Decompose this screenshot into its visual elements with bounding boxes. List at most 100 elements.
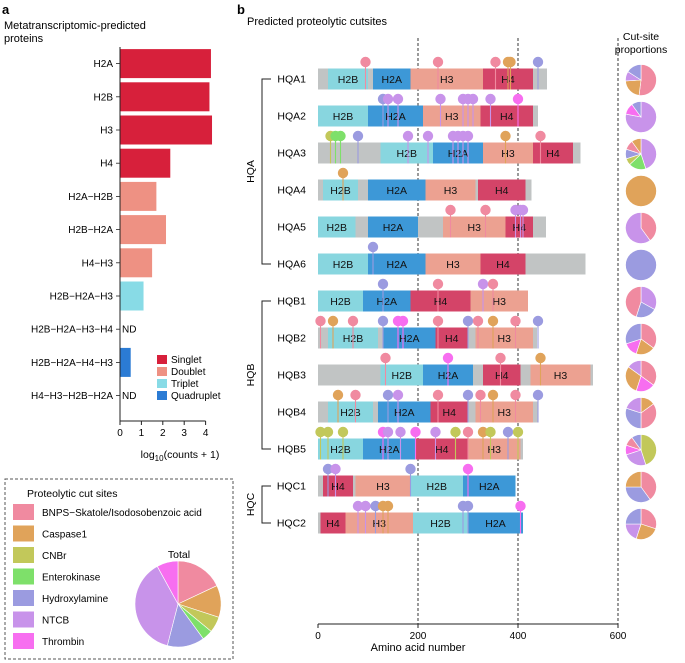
a-legend-swatch-0 <box>157 355 167 364</box>
b-cut-marker-HQB2-10 <box>510 315 521 327</box>
b-domain-HQA5-2 <box>443 216 506 238</box>
b-row-label-HQC2: HQC2 <box>277 518 306 530</box>
b-cut-marker-HQC1-1 <box>330 463 341 475</box>
b-cut-marker-HQB1-3 <box>487 278 499 290</box>
legend-label-0: BNPS−Skatole/Isodosobenzoic acid <box>42 508 202 519</box>
a-x-axis-title-subscript: 10 <box>155 454 164 463</box>
b-cut-marker-HQA1-2 <box>490 56 501 68</box>
b-cut-marker-HQB4-5 <box>462 389 474 401</box>
b-domain-HQB4-1 <box>378 401 431 423</box>
b-pie-HQA3-slice-0 <box>640 138 657 170</box>
b-row-label-HQB4: HQB4 <box>277 407 306 419</box>
panel-a-title-line1: Metatranscriptomic-predicted <box>4 20 146 32</box>
b-cut-marker-HQB5-1 <box>322 426 334 438</box>
b-cut-marker-HQC1-2 <box>405 463 416 475</box>
a-category-label-5: H2B−H2A <box>68 225 113 236</box>
legend-swatch-6 <box>13 633 34 649</box>
a-legend-label-0: Singlet <box>171 355 202 366</box>
b-domain-HQB3-3 <box>530 364 591 386</box>
b-row-label-HQB3: HQB3 <box>277 370 306 382</box>
b-domain-label-HQA2-2: H3 <box>445 111 459 123</box>
b-cut-marker-HQA3-10 <box>500 130 511 142</box>
b-domain-HQB5-1 <box>363 438 416 460</box>
b-domain-label-HQA2-0: H2B <box>333 111 353 123</box>
total-pie-title: Total <box>168 549 190 561</box>
b-domain-label-HQA3-2: H3 <box>501 148 515 160</box>
a-category-label-2: H3 <box>100 126 113 137</box>
b-domain-label-HQA1-0: H2B <box>338 74 358 86</box>
b-pie-HQB3-slice-0 <box>640 360 657 386</box>
b-group-label-HQB: HQB <box>245 364 257 387</box>
legend-swatch-0 <box>13 504 34 520</box>
b-domain-label-HQB5-2: H4 <box>435 444 449 456</box>
a-category-label-9: H2B−H2A−H4−H3 <box>31 358 113 369</box>
b-row-label-HQA1: HQA1 <box>277 74 306 86</box>
b-pie-HQA2-slice-2 <box>631 101 642 118</box>
b-domain-HQA2-0 <box>318 105 368 127</box>
b-domain-HQA5-0 <box>318 216 356 238</box>
b-domain-HQA5-3 <box>505 216 533 238</box>
b-cut-marker-HQB5-12 <box>502 426 514 438</box>
b-domain-label-HQB2-1: H2A <box>399 333 419 345</box>
b-pie-HQC2-slice-0 <box>640 508 657 530</box>
b-cut-marker-HQB2-3 <box>377 315 389 327</box>
b-cut-marker-HQA3-3 <box>352 130 364 142</box>
b-pie-HQB3-slice-3 <box>628 360 642 377</box>
b-cut-marker-HQA4-0 <box>337 167 349 179</box>
b-domain-label-HQA1-1: H2A <box>382 74 402 86</box>
panel-a-letter: a <box>2 2 10 17</box>
legend-label-6: Thrombin <box>42 637 84 648</box>
b-cut-marker-HQB5-2 <box>337 426 349 438</box>
b-domain-label-HQC1-2: H2B <box>427 481 447 493</box>
b-cut-marker-HQB2-0 <box>315 315 326 327</box>
total-pie-slice-0 <box>177 560 218 605</box>
b-cut-marker-HQB3-1 <box>442 352 454 364</box>
b-cut-marker-HQA5-0 <box>445 204 456 216</box>
a-x-tick-label-3: 3 <box>181 428 187 439</box>
b-x-tick-label-0: 0 <box>315 631 321 642</box>
b-domain-HQB4-0 <box>328 401 373 423</box>
b-cut-marker-HQC2-7 <box>515 500 526 512</box>
b-cut-marker-HQB4-9 <box>532 389 544 401</box>
a-x-tick-label-4: 4 <box>203 428 209 439</box>
b-domain-label-HQB1-1: H2A <box>377 296 397 308</box>
total-pie-slice-6 <box>156 560 179 605</box>
a-category-label-0: H2A <box>94 59 114 70</box>
b-domain-HQB1-0 <box>318 290 363 312</box>
b-domain-label-HQB1-0: H2B <box>330 296 350 308</box>
b-cut-marker-HQA5-1 <box>480 204 491 216</box>
b-domain-label-HQA6-3: H4 <box>496 259 510 271</box>
a-x-axis-title-log: log <box>141 449 155 461</box>
b-pie-HQB4-slice-1 <box>640 403 657 429</box>
a-legend-label-3: Quadruplet <box>171 391 221 402</box>
a-category-label-1: H2B <box>94 92 114 103</box>
b-domain-label-HQC1-3: H2A <box>479 481 499 493</box>
b-x-tick-label-2: 400 <box>510 631 527 642</box>
b-domain-HQB2-1 <box>383 327 436 349</box>
gantt-chart-b: HQA1 H2B H2A H3 H4 HQA2 H2B H2A H3 H4 HQA3 H2B H2A H3… <box>245 38 657 642</box>
b-domain-label-HQC2-2: H2B <box>430 518 450 530</box>
b-cut-marker-HQA1-1 <box>432 56 444 68</box>
b-row-label-HQB2: HQB2 <box>277 333 306 345</box>
a-category-label-6: H4−H3 <box>82 258 114 269</box>
b-domain-HQA3-2 <box>483 142 533 164</box>
a-legend-label-1: Doublet <box>171 367 206 378</box>
b-domain-label-HQA4-1: H2A <box>387 185 407 197</box>
b-domain-label-HQA6-1: H2A <box>387 259 407 271</box>
a-legend-swatch-1 <box>157 367 167 376</box>
b-row-label-HQA6: HQA6 <box>277 259 306 271</box>
b-x-axis-title: Amino acid number <box>371 642 466 654</box>
b-cut-marker-HQB1-2 <box>477 278 489 290</box>
b-domain-label-HQB3-0: H2B <box>392 370 412 382</box>
b-cut-marker-HQB4-3 <box>392 389 404 401</box>
b-pie-HQC2-slice-3 <box>625 508 642 525</box>
b-domain-HQC1-1 <box>355 475 411 497</box>
a-x-axis-title: log10(counts + 1) <box>141 449 220 463</box>
b-cut-marker-HQB4-2 <box>382 389 394 401</box>
b-domain-label-HQB2-3: H3 <box>498 333 512 345</box>
b-domain-label-HQA2-1: H2A <box>385 111 405 123</box>
b-domain-HQB1-1 <box>363 290 411 312</box>
a-category-label-3: H4 <box>100 159 113 170</box>
b-cut-marker-HQC1-3 <box>462 463 474 475</box>
a-bar-3 <box>120 148 171 178</box>
